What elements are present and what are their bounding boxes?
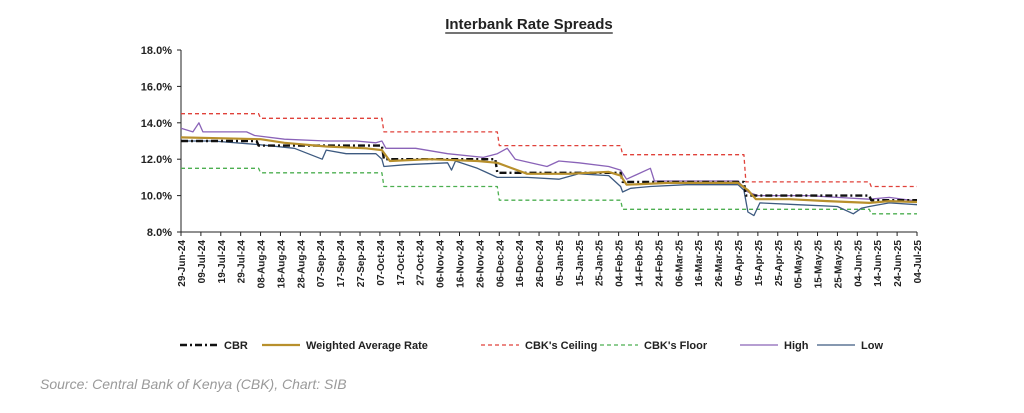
series-line-weighted bbox=[180, 136, 918, 204]
x-tick-label: 05-Apr-25 bbox=[734, 240, 745, 287]
x-tick-label: 29-Jun-24 bbox=[177, 240, 188, 287]
x-tick-label: 06-Mar-25 bbox=[674, 240, 685, 287]
x-tick-label: 09-Jul-24 bbox=[197, 240, 208, 284]
legend-label-weighted: Weighted Average Rate bbox=[306, 340, 428, 352]
x-tick-label: 06-Dec-24 bbox=[495, 240, 506, 288]
series-line-cbr bbox=[181, 139, 917, 202]
x-tick-label: 15-Jan-25 bbox=[575, 240, 586, 287]
series-line-ceiling bbox=[181, 113, 917, 188]
legend-label-low: Low bbox=[861, 340, 883, 352]
chart-series-layer bbox=[180, 113, 918, 217]
x-tick-label: 18-Aug-24 bbox=[276, 240, 287, 289]
y-tick-label: 18.0% bbox=[141, 45, 172, 57]
x-tick-label: 25-Apr-25 bbox=[774, 240, 785, 287]
x-tick-label: 29-Jul-24 bbox=[237, 240, 248, 284]
y-tick-label: 16.0% bbox=[141, 81, 172, 93]
chart-legend: CBR Weighted Average Rate CBK's Ceiling CBK… bbox=[180, 340, 883, 352]
series-line-low bbox=[181, 140, 918, 217]
source-note: Source: Central Bank of Kenya (CBK), Cha… bbox=[40, 376, 347, 392]
x-tick-label: 25-May-25 bbox=[833, 240, 844, 289]
x-tick-label: 14-Jun-25 bbox=[873, 240, 884, 287]
x-tick-label: 14-Feb-25 bbox=[635, 240, 646, 287]
x-tick-label: 04-Jul-25 bbox=[913, 240, 924, 284]
series-line-high bbox=[180, 122, 918, 202]
x-tick-label: 08-Aug-24 bbox=[257, 240, 268, 289]
x-tick-label: 06-Nov-24 bbox=[436, 240, 447, 288]
y-tick-label: 10.0% bbox=[141, 191, 172, 203]
chart-axes: 18.0% 16.0% 14.0% 12.0% 10.0% 8.0% 29-Jun-24 09… bbox=[141, 45, 924, 288]
x-tick-label: 16-Mar-25 bbox=[694, 240, 705, 287]
legend-label-ceiling: CBK's Ceiling bbox=[525, 340, 597, 352]
x-tick-label: 26-Nov-24 bbox=[475, 240, 486, 288]
x-tick-label: 15-May-25 bbox=[814, 240, 825, 289]
x-tick-label: 15-Apr-25 bbox=[754, 240, 765, 287]
x-tick-label: 04-Feb-25 bbox=[615, 240, 626, 287]
x-tick-label: 25-Jan-25 bbox=[595, 240, 606, 287]
x-tick-label: 26-Dec-24 bbox=[535, 240, 546, 288]
legend-label-high: High bbox=[784, 340, 809, 352]
x-tick-label: 04-Jun-25 bbox=[853, 240, 864, 287]
x-tick-label: 05-May-25 bbox=[794, 240, 805, 289]
y-tick-label: 14.0% bbox=[141, 118, 172, 130]
x-tick-label: 17-Sep-24 bbox=[336, 240, 347, 288]
x-tick-label: 16-Nov-24 bbox=[455, 240, 466, 288]
y-tick-label: 8.0% bbox=[147, 227, 172, 239]
x-tick-label: 16-Dec-24 bbox=[515, 240, 526, 288]
legend-label-cbr: CBR bbox=[224, 340, 248, 352]
x-tick-label: 28-Aug-24 bbox=[296, 240, 307, 289]
x-tick-label: 24-Feb-25 bbox=[654, 240, 665, 287]
x-tick-label: 27-Sep-24 bbox=[356, 240, 367, 288]
series-line-floor bbox=[181, 167, 917, 215]
y-tick-label: 12.0% bbox=[141, 154, 172, 166]
x-tick-label: 27-Oct-24 bbox=[416, 240, 427, 286]
legend-label-floor: CBK's Floor bbox=[644, 340, 708, 352]
x-tick-label: 07-Oct-24 bbox=[376, 240, 387, 286]
x-tick-label: 26-Mar-25 bbox=[714, 240, 725, 287]
x-tick-label: 24-Jun-25 bbox=[893, 240, 904, 287]
x-tick-label: 17-Oct-24 bbox=[396, 240, 407, 286]
chart-title: Interbank Rate Spreads bbox=[445, 16, 613, 33]
x-tick-label: 19-Jul-24 bbox=[217, 240, 228, 284]
x-tick-label: 07-Sep-24 bbox=[316, 240, 327, 288]
x-tick-label: 05-Jan-25 bbox=[555, 240, 566, 287]
